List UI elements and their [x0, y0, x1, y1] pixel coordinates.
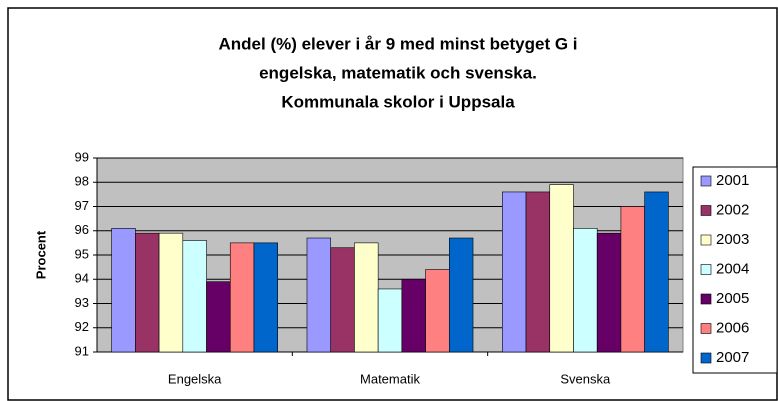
bar — [620, 206, 645, 353]
legend-label: 2005 — [716, 290, 749, 307]
y-tick-label: 94 — [75, 271, 89, 286]
legend-swatch — [700, 175, 712, 187]
chart-title: engelska, matematik och svenska. — [259, 63, 537, 82]
chart-title: Andel (%) elever i år 9 med minst betyge… — [219, 34, 578, 53]
bar — [502, 191, 527, 353]
legend-label: 2002 — [716, 201, 749, 218]
bar — [229, 242, 255, 353]
legend-swatch — [700, 293, 712, 305]
bar — [206, 281, 231, 353]
bar — [158, 232, 184, 353]
y-tick-label: 98 — [75, 174, 89, 189]
bar — [135, 232, 160, 353]
y-tick-label: 96 — [75, 222, 89, 237]
y-tick-label: 93 — [75, 295, 89, 310]
y-tick-label: 97 — [75, 198, 89, 213]
x-tick-label: Engelska — [168, 371, 222, 386]
y-tick-label: 91 — [75, 343, 89, 358]
bar — [573, 228, 598, 353]
x-tick-label: Svenska — [560, 371, 611, 386]
bar — [111, 228, 136, 353]
bar — [401, 278, 426, 353]
bar — [354, 242, 379, 353]
legend-swatch — [700, 264, 712, 275]
bar — [306, 237, 332, 353]
bar — [596, 232, 622, 353]
legend-swatch — [700, 352, 712, 364]
legend-label: 2006 — [716, 319, 749, 336]
bar — [448, 237, 474, 353]
bar — [644, 191, 669, 353]
legend-swatch — [700, 205, 712, 216]
chart-title: Kommunala skolor i Uppsala — [281, 92, 515, 111]
legend-label: 2004 — [716, 260, 749, 277]
bar — [253, 242, 278, 353]
bar — [549, 184, 574, 353]
legend-label: 2003 — [716, 231, 749, 248]
y-axis-label: Procent — [33, 230, 48, 279]
legend-label: 2007 — [716, 349, 749, 366]
legend-label: 2001 — [716, 172, 749, 189]
legend-swatch — [700, 234, 712, 246]
y-tick-label: 95 — [75, 246, 89, 261]
legend-swatch — [700, 323, 712, 334]
y-tick-label: 99 — [75, 149, 89, 164]
bar — [330, 247, 355, 353]
y-tick-label: 92 — [75, 319, 89, 334]
bar — [377, 288, 403, 353]
bar — [425, 269, 450, 353]
bar — [182, 240, 207, 353]
bar — [525, 191, 551, 353]
x-tick-label: Matematik — [360, 371, 420, 386]
